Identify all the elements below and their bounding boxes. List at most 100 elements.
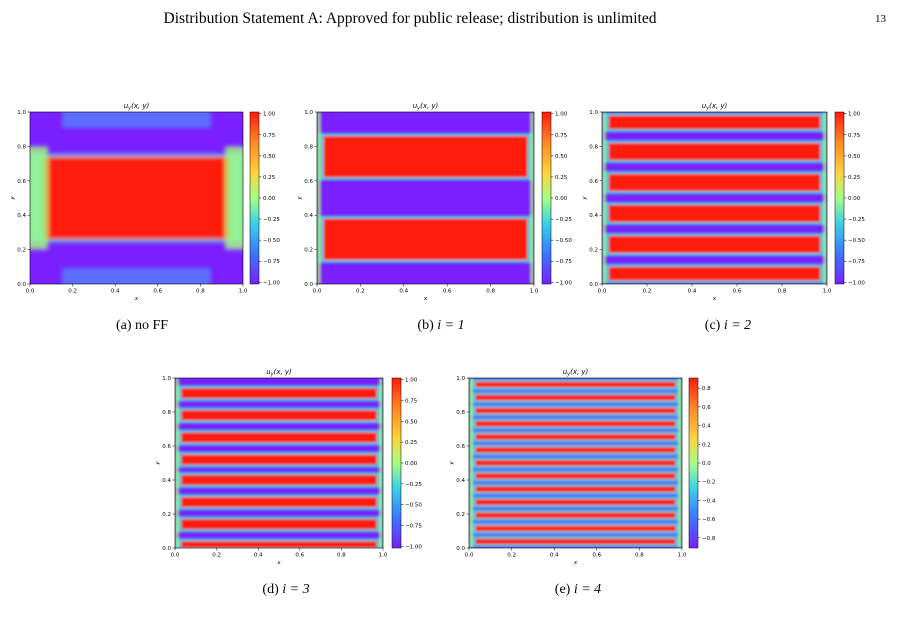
caption-text: i = 3: [282, 582, 310, 597]
colorbar-tick-label: 0.00: [263, 196, 276, 202]
red-band: [181, 454, 377, 465]
colorbar-tick-label: 0.00: [405, 461, 418, 467]
caption-c: (c) i = 2: [628, 318, 828, 334]
y-tick-label: 0.0: [456, 546, 465, 552]
side-tint-left: [30, 146, 48, 250]
colorbar-tick-label: −0.25: [848, 217, 865, 223]
x-tick-label: 1.0: [678, 553, 687, 559]
x-tick-label: 0.2: [212, 553, 221, 559]
colorbar-tick-label: −0.6: [702, 517, 716, 523]
red-band: [475, 447, 676, 453]
y-tick-label: 0.8: [456, 410, 465, 416]
colorbar-tick-label: −0.75: [263, 259, 280, 265]
heatmap-svg: 0.0 0.2 0.4 0.6 0.8 1.0 0.0 0.2 0.4 0.6 0.8 1.0 x y uy…: [449, 368, 716, 566]
y-tick-label: 0.6: [17, 179, 26, 185]
axes-frame: [316, 111, 535, 285]
red-band: [475, 486, 676, 493]
x-tick-label: 0.8: [486, 289, 495, 295]
colorbar-tick-label: 1.00: [405, 378, 418, 384]
caption-label: (d): [262, 582, 279, 597]
x-tick-label: 0.8: [778, 289, 787, 295]
edge-strip-left: [602, 112, 606, 284]
subfigure-a: 0.0 0.2 0.4 0.6 0.8 1.0 0.0 0.2 0.4 0.6 0.8 1.0 x y uy…: [10, 100, 288, 306]
red-band: [475, 420, 676, 427]
x-tick-label: 0.8: [337, 553, 346, 559]
y-tick-label: 0.2: [456, 512, 465, 518]
axes-frame: [174, 377, 384, 549]
heatmap-svg: 0.0 0.2 0.4 0.6 0.8 1.0 0.0 0.2 0.4 0.6 0.8 1.0 x y uy…: [582, 102, 865, 302]
x-tick-label: 1.0: [239, 289, 248, 295]
chart-title: uy(x, y): [266, 368, 292, 378]
x-tick-label: 0.0: [26, 289, 35, 295]
red-band: [475, 381, 676, 388]
y-tick-label: 1.0: [589, 110, 598, 116]
x-tick-label: 1.0: [379, 553, 388, 559]
edge-strip-left: [317, 112, 321, 284]
colorbar: [249, 111, 260, 285]
caption-a: (a) no FF: [42, 318, 242, 334]
colorbar-tick-label: −0.75: [555, 259, 572, 265]
caption-label: (c): [704, 318, 721, 333]
colorbar-tick-label: 0.75: [848, 133, 861, 139]
x-tick-label: 0.0: [465, 553, 474, 559]
caption-text: i = 4: [573, 582, 602, 597]
subfigure-d: 0.0 0.2 0.4 0.6 0.8 1.0 0.0 0.2 0.4 0.6 0.8 1.0 x y uy…: [155, 366, 430, 570]
colorbar-tick-label: −0.4: [702, 498, 716, 504]
colorbar-tick-label: 0.00: [555, 196, 568, 202]
y-axis-label: y: [449, 461, 455, 466]
colorbar-tick-label: −0.25: [263, 217, 280, 223]
distribution-statement: Distribution Statement A: Approved for p…: [163, 10, 657, 27]
x-tick-label: 0.2: [507, 553, 516, 559]
heatmap-background: [602, 112, 827, 284]
caption-label: (e): [554, 582, 571, 597]
y-tick-label: 0.8: [162, 410, 171, 416]
subfigure-b: 0.0 0.2 0.4 0.6 0.8 1.0 0.0 0.2 0.4 0.6 0.8 1.0 x y uy…: [297, 100, 580, 306]
colorbar-tick-label: 0.50: [555, 154, 568, 160]
colorbar-tick-label: 0.50: [848, 154, 861, 160]
y-tick-label: 0.4: [589, 213, 598, 219]
y-tick-label: 1.0: [456, 376, 465, 382]
x-tick-label: 0.4: [111, 289, 120, 295]
red-band: [42, 156, 231, 240]
colorbar-tick-label: −0.50: [555, 238, 572, 244]
x-tick-label: 0.6: [295, 553, 304, 559]
y-tick-label: 0.6: [589, 179, 598, 185]
red-band: [181, 432, 377, 443]
x-axis-label: x: [276, 560, 281, 566]
subfigure-e: 0.0 0.2 0.4 0.6 0.8 1.0 0.0 0.2 0.4 0.6 0.8 1.0 x y uy…: [449, 366, 727, 570]
colorbar: [391, 377, 402, 549]
y-tick-label: 0.8: [589, 144, 598, 150]
colorbar-tick-label: 0.00: [848, 196, 861, 202]
red-band: [323, 218, 528, 260]
axes-frame: [601, 111, 828, 285]
y-tick-label: 0.0: [589, 282, 598, 288]
caption-label: (b): [417, 318, 434, 333]
y-tick-label: 0.4: [162, 478, 171, 484]
red-band: [475, 407, 676, 414]
y-tick-label: 0.0: [304, 282, 313, 288]
x-tick-label: 1.0: [530, 289, 539, 295]
x-tick-label: 1.0: [823, 289, 832, 295]
top-tint: [61, 112, 212, 128]
colorbar-tick-label: −1.00: [555, 280, 572, 286]
chart-title: uy(x, y): [702, 102, 728, 112]
colorbar-tick-label: −1.00: [405, 544, 422, 550]
red-band: [475, 394, 676, 401]
heatmap-field: [469, 378, 682, 548]
caption-label: (a): [115, 318, 132, 333]
colorbar-tick-label: 0.2: [702, 442, 711, 448]
x-tick-label: 0.4: [254, 553, 263, 559]
x-tick-label: 0.8: [196, 289, 205, 295]
edge-strip-right: [379, 378, 383, 548]
axes-frame: [468, 377, 683, 549]
axes-frame: [29, 111, 244, 285]
side-tint-right: [225, 146, 243, 250]
x-tick-label: 0.2: [68, 289, 77, 295]
bottom-tint: [61, 268, 212, 284]
red-band: [608, 142, 821, 161]
colorbar-tick-label: 0.50: [263, 154, 276, 160]
y-tick-label: 1.0: [162, 376, 171, 382]
red-band: [475, 538, 676, 545]
red-band: [181, 519, 377, 530]
y-tick-label: 0.0: [162, 546, 171, 552]
